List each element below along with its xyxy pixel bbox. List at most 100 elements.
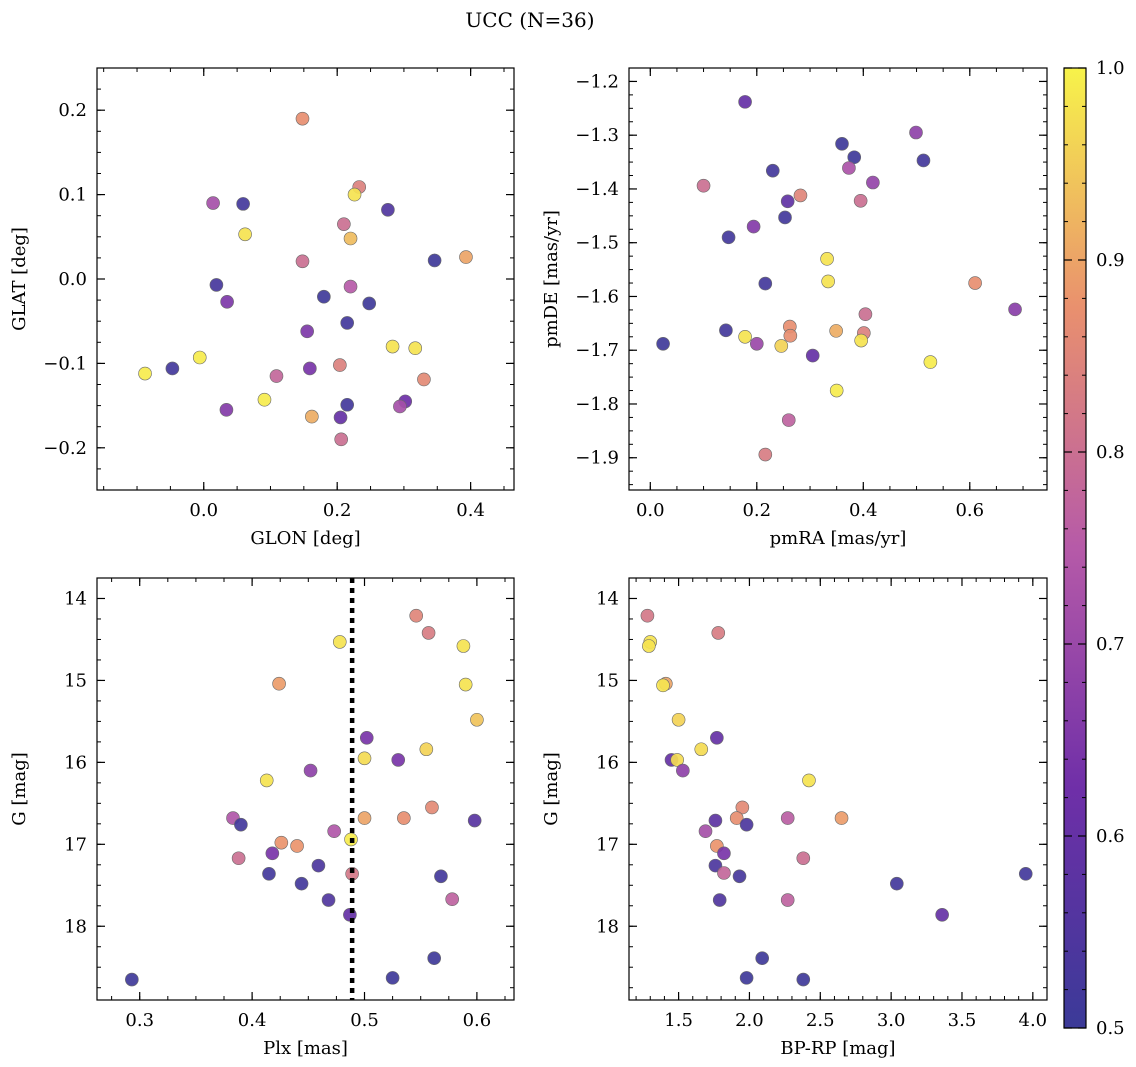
scatter-point: [206, 196, 220, 210]
scatter-point: [719, 323, 733, 338]
scatter-point: [717, 866, 731, 880]
scatter-point: [359, 730, 374, 745]
scatter-point: [259, 773, 274, 788]
scatter-point: [209, 278, 224, 292]
scatter-point: [220, 294, 234, 309]
colorbar-tick-label: 0.8: [1096, 442, 1125, 463]
x-axis-label: GLON [deg]: [250, 528, 360, 549]
scatter-point: [295, 111, 310, 126]
scatter-point: [393, 399, 407, 414]
scatter-point: [381, 202, 395, 217]
scatter-point: [670, 753, 684, 767]
scatter-point: [749, 336, 764, 351]
scatter-point: [303, 361, 317, 376]
scatter-point: [781, 413, 796, 427]
scatter-point: [739, 971, 754, 985]
x-tick-label: 0.4: [238, 1010, 267, 1031]
scatter-point: [916, 153, 931, 168]
x-tick-label: 0.6: [463, 1010, 492, 1031]
scatter-point: [708, 813, 723, 828]
scatter-point: [694, 742, 709, 757]
axes-frame: [628, 67, 1048, 491]
x-tick-label: 4.0: [1019, 1010, 1048, 1031]
scatter-point: [854, 333, 868, 348]
scatter-point: [805, 348, 820, 363]
y-axis-label: G [mag]: [541, 752, 562, 825]
scatter-point: [729, 811, 744, 825]
scatter-point: [397, 811, 411, 825]
scatter-point: [793, 188, 808, 203]
x-axis-label: pmRA [mas/yr]: [770, 528, 907, 549]
scatter-point: [343, 279, 358, 294]
scatter-point: [305, 409, 319, 424]
scatter-point: [456, 639, 471, 653]
scatter-point: [295, 254, 310, 269]
scatter-point: [340, 397, 355, 412]
colorbar-gradient: [1063, 67, 1087, 1029]
scatter-point: [391, 753, 406, 767]
scatter-point: [332, 635, 347, 649]
scatter-point: [434, 869, 448, 884]
x-tick-label: 0.3: [125, 1010, 154, 1031]
scatter-point: [138, 366, 152, 381]
colorbar-tick-label: 1.0: [1096, 58, 1125, 79]
scatter-point: [327, 824, 341, 839]
scatter-point: [385, 971, 400, 985]
colorbar-tick-label: 0.7: [1096, 634, 1125, 655]
scatter-point: [738, 329, 752, 344]
y-tick-label: −1.7: [575, 340, 619, 361]
scatter-point: [835, 136, 849, 151]
scatter-point: [968, 276, 982, 290]
axes-frame: [96, 67, 515, 491]
scatter-point: [829, 383, 844, 398]
scatter-point: [820, 252, 834, 266]
scatter-point: [125, 972, 139, 987]
scatter-point: [192, 350, 207, 365]
scatter-point: [409, 608, 424, 623]
y-tick-label: −0.2: [43, 438, 87, 459]
scatter-point: [231, 851, 246, 866]
scatter-point: [642, 639, 656, 653]
scatter-point: [238, 227, 252, 242]
scatter-point: [290, 839, 304, 853]
scatter-point: [343, 231, 358, 246]
scatter-point: [656, 336, 670, 351]
scatter-point: [774, 339, 789, 353]
scatter-point: [417, 372, 431, 387]
scatter-point: [656, 678, 670, 693]
scatter-point: [385, 339, 400, 354]
panel-bprp-g: 1.5 2.0 2.5 3.0 3.5 4.0 14 15 16 17 18 BP-RP [mag] G…: [541, 577, 1048, 1059]
x-tick-label: 0.0: [189, 500, 218, 521]
scatter-point: [337, 217, 351, 231]
scatter-point: [272, 676, 286, 691]
scatter-point: [780, 811, 795, 825]
panel-pmra-pmde: 0.0 0.2 0.4 0.6 −1.9 −1.8 −1.7 −1.6 −1.5 −1.4 −1.3…: [541, 67, 1048, 549]
scatter-point: [1008, 302, 1022, 317]
axes-frame: [96, 577, 515, 1001]
scatter-point: [847, 150, 862, 165]
scatter-point: [340, 316, 355, 330]
y-tick-label: 15: [64, 670, 87, 691]
scatter-point: [317, 289, 331, 304]
scatter-point: [321, 893, 336, 907]
scatter-point: [758, 276, 773, 291]
scatter-point: [796, 972, 811, 987]
scatter-point: [696, 178, 711, 193]
y-tick-label: 18: [596, 916, 619, 937]
y-tick-label: 0.2: [58, 100, 87, 121]
y-axis-label: pmDE [mas/yr]: [541, 210, 562, 348]
scatter-point: [853, 193, 868, 208]
scatter-point: [459, 250, 473, 264]
scatter-point: [470, 712, 484, 727]
scatter-point: [303, 763, 318, 778]
y-tick-label: 17: [64, 834, 87, 855]
y-tick-label: 15: [596, 670, 619, 691]
scatter-point: [783, 328, 798, 343]
x-tick-label: 2.5: [806, 1010, 835, 1031]
scatter-point: [821, 274, 835, 289]
y-tick-label: −1.6: [575, 286, 619, 307]
scatter-point: [711, 626, 726, 640]
scatter-point: [721, 230, 736, 245]
scatter-point: [1018, 867, 1033, 881]
